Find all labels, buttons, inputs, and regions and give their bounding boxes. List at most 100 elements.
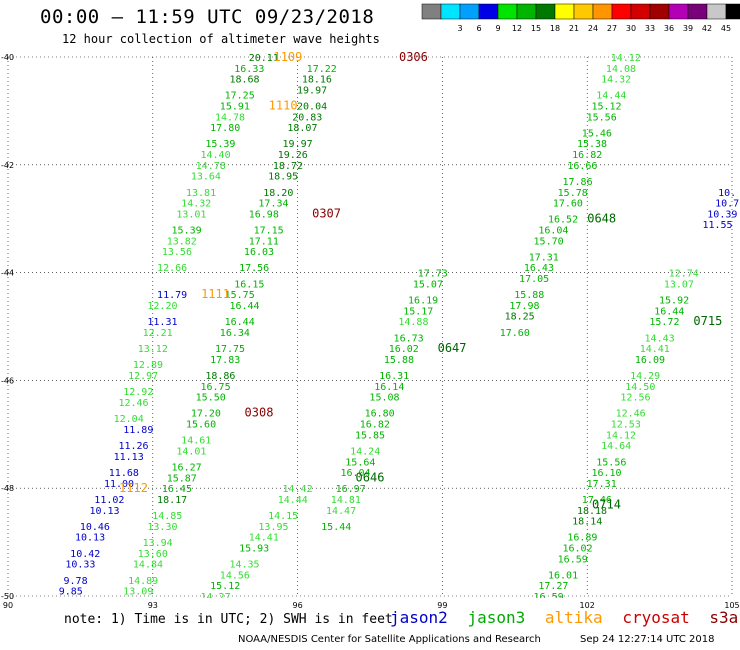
legend-tick-label: 18 bbox=[550, 24, 560, 33]
legend-tick-label: 6 bbox=[476, 24, 481, 33]
jason3-point-label: 17.80 bbox=[210, 123, 240, 134]
jason3-point-label: 18.14 bbox=[572, 517, 602, 528]
cryosat-point-label: 0307 bbox=[312, 206, 341, 220]
legend-tick-label: 15 bbox=[531, 24, 541, 33]
jason3-point-label: 17.73 bbox=[418, 269, 448, 280]
jason3-point-label: 16.44 bbox=[654, 306, 684, 317]
jason3-point-label: 14.47 bbox=[326, 506, 356, 517]
jason3-point-label: 17.31 bbox=[529, 252, 559, 263]
jason3-point-label: 18.07 bbox=[287, 123, 317, 134]
jason3-point-label: 15.38 bbox=[577, 139, 607, 150]
jason3-point-label: 15.85 bbox=[355, 430, 385, 441]
jason3-point-label: 17.11 bbox=[249, 236, 279, 247]
satellite-label-altika: altika bbox=[544, 608, 603, 627]
jason2-point-label: 10.39 bbox=[707, 209, 737, 220]
jason3-point-label: 16.34 bbox=[220, 328, 250, 339]
jason2-point-label: 10.13 bbox=[89, 506, 119, 517]
legend-swatch bbox=[725, 3, 740, 20]
jason3-point-label: 15.70 bbox=[534, 236, 564, 247]
jason2-point-label: 11.79 bbox=[157, 290, 187, 301]
jason3-point-label: 14.78 bbox=[215, 112, 245, 123]
jason3-point-label: 15.72 bbox=[649, 317, 679, 328]
legend-tick-label: 3 bbox=[457, 24, 462, 33]
jason3-point-label: 15.39 bbox=[205, 139, 235, 150]
legend-tick-label: 12 bbox=[512, 24, 522, 33]
legend-tick-label: 27 bbox=[607, 24, 617, 33]
s3a-point-label: 0715 bbox=[693, 314, 722, 328]
jason3-point-label: 12.66 bbox=[157, 263, 187, 274]
jason3-point-label: 12.46 bbox=[616, 409, 646, 420]
legend-tick-label: 39 bbox=[683, 24, 693, 33]
jason3-point-label: 14.35 bbox=[229, 560, 259, 571]
jason3-point-label: 12.89 bbox=[133, 360, 163, 371]
jason3-point-label: 14.12 bbox=[611, 53, 641, 64]
jason2-point-label: 10.13 bbox=[75, 533, 105, 544]
jason3-point-label: 12.92 bbox=[123, 387, 153, 398]
jason3-point-label: 18.72 bbox=[273, 161, 303, 172]
altika-point-label: 1111 bbox=[201, 287, 230, 301]
jason3-point-label: 18.25 bbox=[505, 312, 535, 323]
jason3-point-label: 14.01 bbox=[176, 446, 206, 457]
jason3-point-label: 14.24 bbox=[350, 446, 380, 457]
jason3-point-label: 18.17 bbox=[157, 495, 187, 506]
jason3-point-label: 14.81 bbox=[331, 495, 361, 506]
jason3-point-label: 14.61 bbox=[181, 436, 211, 447]
jason3-point-label: 17.34 bbox=[258, 199, 288, 210]
jason2-point-label: 10.42 bbox=[70, 549, 100, 560]
jason2-point-label: 11.00 bbox=[104, 479, 134, 490]
jason3-point-label: 17.05 bbox=[519, 274, 549, 285]
jason3-point-label: 14.08 bbox=[606, 64, 636, 75]
legend-tick-label: 42 bbox=[702, 24, 712, 33]
y-tick-label: -48 bbox=[1, 484, 14, 493]
jason3-point-label: 13.64 bbox=[191, 172, 221, 183]
jason3-point-label: 18.18 bbox=[577, 506, 607, 517]
jason3-point-label: 14.32 bbox=[181, 199, 211, 210]
jason3-point-label: 15.44 bbox=[321, 522, 351, 533]
jason2-point-label: 10. bbox=[718, 188, 736, 199]
jason3-point-label: 14.88 bbox=[398, 317, 428, 328]
jason3-point-label: 15.46 bbox=[582, 128, 612, 139]
jason3-point-label: 12.20 bbox=[147, 301, 177, 312]
y-tick-label: -44 bbox=[1, 269, 14, 278]
jason3-point-label: 16.89 bbox=[567, 533, 597, 544]
jason3-point-label: 15.08 bbox=[369, 393, 399, 404]
color-legend: 36912151821242730333639424570(ft) bbox=[421, 3, 740, 33]
jason3-point-label: 15.56 bbox=[587, 112, 617, 123]
jason3-point-label: 16.01 bbox=[548, 570, 578, 581]
altika-point-label: 1110 bbox=[269, 99, 298, 113]
x-tick-label: 90 bbox=[3, 601, 13, 610]
jason3-point-label: 16.45 bbox=[162, 484, 192, 495]
jason2-point-label: 11.26 bbox=[118, 441, 148, 452]
jason3-point-label: 12.56 bbox=[620, 393, 650, 404]
jason3-point-label: 17.60 bbox=[500, 328, 530, 339]
jason3-point-label: 16.82 bbox=[572, 150, 602, 161]
y-tick-label: -46 bbox=[1, 376, 14, 385]
jason3-point-label: 15.88 bbox=[384, 355, 414, 366]
jason3-point-label: 16.03 bbox=[244, 247, 274, 258]
jason2-point-label: 9.78 bbox=[64, 576, 88, 587]
jason3-point-label: 14.44 bbox=[278, 495, 308, 506]
jason3-point-label: 15.92 bbox=[659, 296, 689, 307]
jason3-point-label: 16.98 bbox=[249, 209, 279, 220]
jason3-point-label: 18.20 bbox=[263, 188, 293, 199]
s3a-point-label: 0646 bbox=[356, 470, 385, 484]
jason3-point-label: 15.75 bbox=[225, 290, 255, 301]
jason3-point-label: 14.41 bbox=[249, 533, 279, 544]
jason3-point-label: 15.93 bbox=[239, 543, 269, 554]
jason3-point-label: 17.75 bbox=[215, 344, 245, 355]
altika-point-label: 1109 bbox=[273, 50, 302, 64]
jason3-point-label: 14.89 bbox=[128, 576, 158, 587]
jason3-point-label: 16.04 bbox=[538, 225, 568, 236]
y-tick-label: -42 bbox=[1, 161, 14, 170]
jason3-point-label: 15.91 bbox=[220, 102, 250, 113]
jason3-point-label: 14.17 bbox=[191, 603, 221, 610]
jason3-point-label: 15.17 bbox=[403, 306, 433, 317]
jason3-point-label: 12.46 bbox=[118, 398, 148, 409]
satellite-label-jason2: jason2 bbox=[390, 608, 448, 627]
jason3-point-label: 13.81 bbox=[186, 188, 216, 199]
jason3-point-label: 17.83 bbox=[210, 355, 240, 366]
jason3-point-label: 16.44 bbox=[225, 317, 255, 328]
jason3-point-label: 16.97 bbox=[336, 484, 366, 495]
jason3-point-label: 16.52 bbox=[548, 215, 578, 226]
